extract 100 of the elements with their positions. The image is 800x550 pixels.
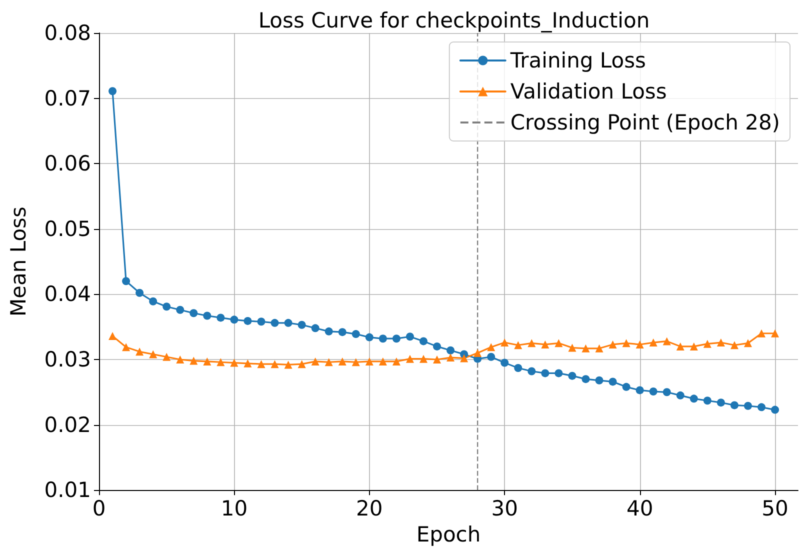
point [190,309,198,318]
point [541,369,550,378]
point [284,360,292,369]
point [662,388,671,396]
point [690,394,698,403]
point [270,360,279,368]
point [757,329,766,338]
point [122,343,130,352]
point [622,339,630,348]
point [149,297,158,306]
x-tick-label: 50 [762,496,788,521]
legend-label: Validation Loss [510,80,667,104]
point [419,354,428,363]
point [608,340,617,348]
point [568,344,576,352]
point [649,338,658,347]
point [554,339,563,348]
point [419,337,428,346]
point [216,314,225,322]
point [446,354,455,362]
point [595,344,604,352]
point [744,402,752,410]
point [311,357,320,366]
point [487,343,496,352]
point [676,342,684,350]
point [622,382,630,391]
point [433,356,442,364]
point [528,367,536,376]
ref-line-label: Crossing Point (Epoch 28) [510,110,780,134]
y-axis-title: Mean Loss [6,206,30,317]
point [716,398,725,407]
y-tick-label: 0.01 [44,478,91,502]
point [568,372,576,380]
y-tick-label: 0.06 [44,152,91,176]
y-tick-label: 0.05 [44,216,91,241]
point [244,359,252,368]
point [216,358,225,366]
point [257,318,266,326]
point [608,378,617,386]
point [716,338,725,347]
y-tick-label: 0.07 [44,86,91,110]
point [636,340,644,348]
point [284,318,292,327]
point [771,406,780,414]
point [338,328,346,336]
point [392,357,400,366]
point [500,338,509,347]
point [649,388,658,396]
point [136,288,144,297]
point [149,350,158,358]
point [311,324,320,332]
point [690,342,698,350]
point [176,306,184,314]
point [392,334,400,343]
point [244,316,252,325]
point [744,339,752,348]
point [136,348,144,356]
point [703,340,712,348]
point [771,329,780,338]
x-tick-label: 10 [220,496,248,521]
point [528,339,536,348]
point [662,337,671,346]
point [162,352,171,361]
point [474,348,482,357]
point [582,375,590,384]
x-tick-label: 0 [92,496,106,521]
point [487,352,496,361]
y-tick-label: 0.03 [44,348,91,372]
point [324,327,333,336]
point [758,403,766,412]
point [338,357,346,366]
point [257,360,266,368]
chart-title: Loss Curve for checkpoints_Induction [258,8,650,32]
point [406,332,414,341]
point [730,401,738,410]
point [203,357,212,366]
point [108,332,117,340]
point [352,330,360,338]
y-tick-label: 0.02 [44,412,91,437]
point [230,316,238,324]
point [636,386,644,394]
point [595,376,604,384]
point [446,346,455,354]
point [541,340,550,348]
x-tick-label: 30 [491,496,518,521]
point [203,312,212,320]
point [230,358,238,367]
x-axis-title: Epoch [416,522,481,546]
point [514,341,522,350]
x-tick-label: 20 [356,496,383,521]
point [676,391,684,400]
point [703,396,712,405]
point [730,341,738,350]
point [298,360,306,368]
x-tick-label: 40 [626,496,654,521]
point [298,320,306,329]
legend-label: Training Loss [509,48,646,72]
y-tick-label: 0.04 [44,282,91,306]
point [460,354,468,362]
point [162,302,171,311]
